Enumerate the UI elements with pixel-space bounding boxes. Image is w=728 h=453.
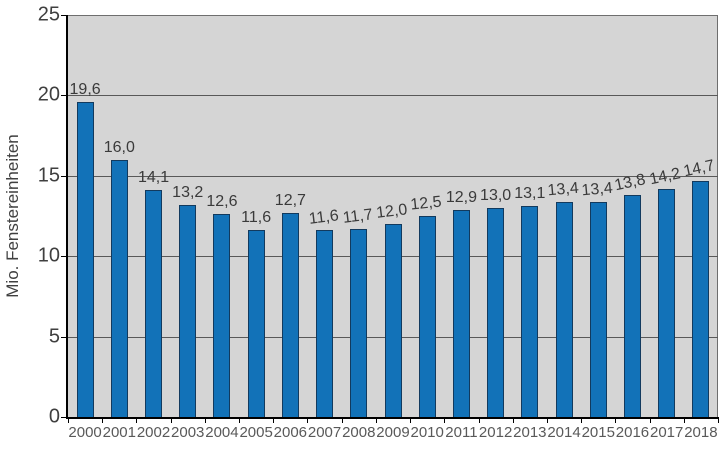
y-axis-title: Mio. Fenstereinheiten [3, 134, 22, 298]
x-tick-label: 2001 [102, 424, 136, 441]
x-tick-label: 2015 [581, 424, 615, 441]
bar-value-label: 12,7 [274, 191, 306, 209]
gridline [68, 175, 718, 177]
x-tick-label: 2005 [239, 424, 273, 441]
x-tick-label: 2010 [410, 424, 444, 441]
x-axis-tick [546, 417, 548, 423]
y-tick-label: 10 [37, 244, 60, 267]
y-tick-label: 15 [37, 164, 60, 187]
y-tick-label: 0 [48, 405, 60, 428]
y-tick-label: 5 [48, 325, 60, 348]
bar [589, 201, 607, 417]
bar-value-label: 12,6 [206, 193, 238, 211]
x-tick-label: 2013 [513, 424, 547, 441]
bar [452, 209, 470, 417]
x-tick-label: 2003 [171, 424, 205, 441]
x-tick-label: 2002 [136, 424, 171, 441]
x-axis-tick [683, 417, 685, 423]
x-axis-line [66, 417, 718, 419]
x-tick-label: 2007 [307, 424, 342, 441]
x-tick-label: 2004 [205, 424, 239, 441]
bar [145, 190, 163, 417]
y-axis-tick [61, 175, 66, 177]
x-tick-label: 2017 [649, 424, 684, 441]
x-tick-label: 2012 [478, 424, 513, 441]
x-axis-tick [512, 417, 514, 423]
x-tick-label: 2016 [615, 424, 650, 441]
x-tick-label: 2006 [273, 424, 308, 441]
bar-value-label: 16,0 [103, 138, 135, 156]
y-axis-tick [61, 95, 66, 97]
y-tick-label: 25 [37, 3, 60, 26]
x-axis-tick [307, 417, 309, 423]
x-axis-tick [341, 417, 343, 423]
bar-value-label: 13,4 [581, 179, 614, 199]
bar [110, 159, 128, 417]
bar-value-label: 14,1 [137, 169, 170, 187]
bar-value-label: 13,0 [480, 186, 512, 204]
x-axis-tick [615, 417, 617, 423]
x-tick-label: 2018 [684, 424, 718, 441]
x-axis-tick [375, 417, 377, 423]
x-axis-tick [204, 417, 206, 423]
y-axis-tick [61, 256, 66, 258]
bar-value-label: 12,0 [375, 201, 409, 222]
x-axis-tick [718, 417, 719, 423]
bar [555, 201, 573, 417]
x-tick-label: 2008 [342, 424, 376, 441]
bar [213, 214, 231, 417]
x-tick-label: 2000 [68, 424, 102, 441]
bar [350, 228, 368, 417]
x-axis-tick [136, 417, 138, 423]
x-axis-tick [581, 417, 583, 423]
bar-value-label: 12,5 [409, 193, 443, 214]
bar [76, 101, 94, 417]
bar [418, 216, 436, 417]
x-tick-label: 2009 [376, 424, 410, 441]
bar [487, 207, 505, 417]
y-axis-tick [61, 417, 66, 418]
gridline [68, 95, 718, 97]
x-axis-tick [478, 417, 480, 423]
bar-value-label: 13,1 [514, 185, 546, 203]
bar [316, 230, 334, 417]
bar-value-label: 11,6 [241, 209, 272, 227]
x-axis-tick [239, 417, 241, 423]
y-axis-tick [61, 15, 66, 16]
bar [623, 195, 641, 417]
x-axis-tick [68, 417, 69, 423]
bar [384, 224, 402, 417]
x-axis-tick [649, 417, 651, 423]
bar [247, 230, 265, 417]
x-axis-tick [170, 417, 172, 423]
bar-value-label: 11,7 [341, 206, 374, 227]
bar-value-label: 13,4 [546, 179, 580, 199]
bar [658, 188, 676, 417]
x-axis-tick [273, 417, 275, 423]
bar-value-label: 19,6 [69, 80, 101, 98]
x-axis-tick [410, 417, 412, 423]
x-axis-tick [444, 417, 446, 423]
x-axis-tick [102, 417, 104, 423]
bar [692, 180, 710, 417]
x-tick-label: 2011 [445, 424, 478, 441]
bar-value-label: 12,9 [445, 188, 477, 206]
y-axis-tick [61, 336, 66, 338]
bar [179, 204, 197, 417]
bar-value-label: 13,2 [172, 183, 204, 201]
bar [281, 212, 299, 417]
y-axis-line [66, 15, 68, 419]
y-tick-label: 20 [37, 83, 60, 106]
bar [521, 206, 539, 417]
x-tick-label: 2014 [547, 424, 581, 441]
